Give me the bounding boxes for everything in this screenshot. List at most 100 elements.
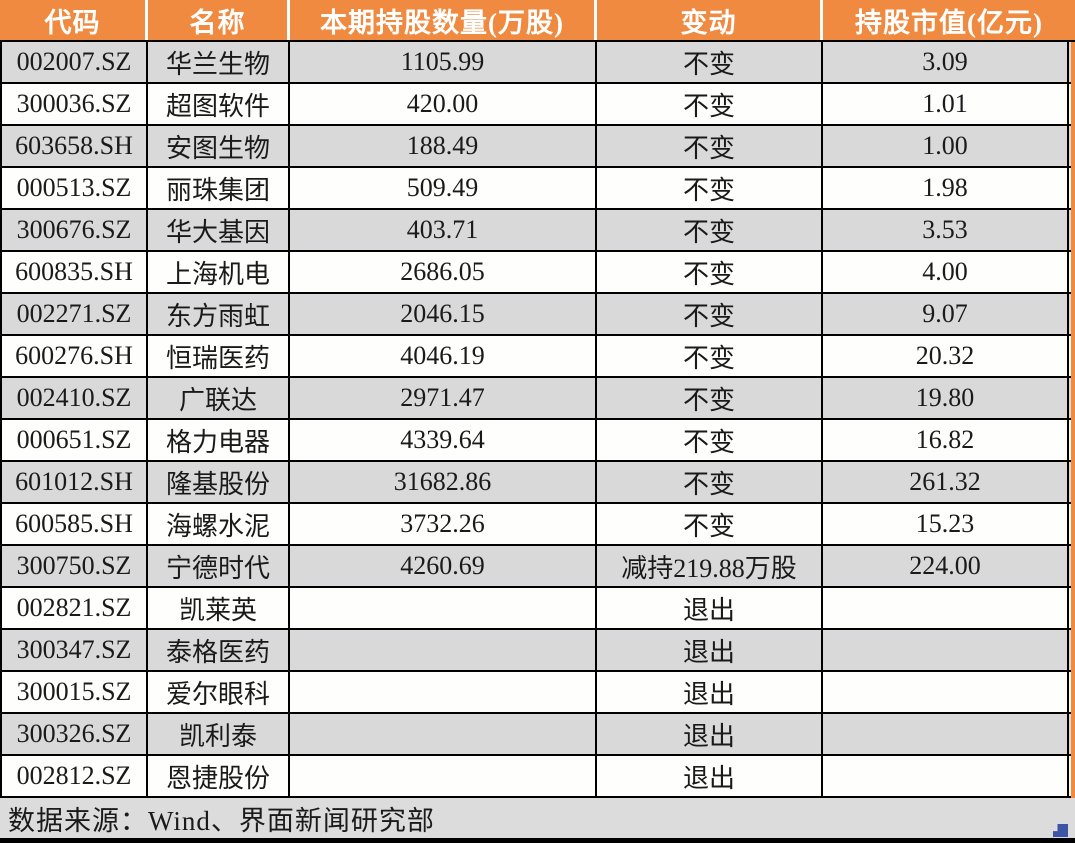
cell-code: 002812.SZ	[2, 756, 148, 796]
cell-code: 300676.SZ	[2, 210, 148, 250]
table-row: 603658.SH 安图生物 188.49 不变 1.00	[2, 126, 1071, 168]
cell-quantity	[290, 672, 597, 712]
cell-market-value	[823, 756, 1069, 796]
cell-code: 601012.SH	[2, 462, 148, 502]
cell-market-value: 15.23	[823, 504, 1069, 544]
cell-quantity: 31682.86	[290, 462, 597, 502]
cell-quantity: 403.71	[290, 210, 597, 250]
cell-change: 不变	[597, 252, 823, 292]
cell-name: 华大基因	[148, 210, 290, 250]
cell-market-value: 1.00	[823, 126, 1069, 166]
cell-change: 退出	[597, 630, 823, 670]
table-row: 002410.SZ 广联达 2971.47 不变 19.80	[2, 378, 1071, 420]
cell-market-value	[823, 672, 1069, 712]
cell-market-value: 9.07	[823, 294, 1069, 334]
cell-market-value: 1.01	[823, 84, 1069, 124]
bottom-border-line	[0, 838, 1075, 843]
cell-code: 002410.SZ	[2, 378, 148, 418]
cell-quantity: 2686.05	[290, 252, 597, 292]
cell-quantity: 420.00	[290, 84, 597, 124]
table-row: 300676.SZ 华大基因 403.71 不变 3.53	[2, 210, 1071, 252]
cell-name: 凯莱英	[148, 588, 290, 628]
cell-quantity: 2971.47	[290, 378, 597, 418]
table-row: 300015.SZ 爱尔眼科 退出	[2, 672, 1071, 714]
cell-code: 603658.SH	[2, 126, 148, 166]
cell-market-value: 1.98	[823, 168, 1069, 208]
cell-market-value: 3.09	[823, 42, 1069, 82]
cell-quantity: 1105.99	[290, 42, 597, 82]
cell-change: 退出	[597, 714, 823, 754]
table-row: 600276.SH 恒瑞医药 4046.19 不变 20.32	[2, 336, 1071, 378]
table-row: 002821.SZ 凯莱英 退出	[2, 588, 1071, 630]
cell-name: 恩捷股份	[148, 756, 290, 796]
cell-code: 002271.SZ	[2, 294, 148, 334]
table-row: 600585.SH 海螺水泥 3732.26 不变 15.23	[2, 504, 1071, 546]
cell-market-value: 19.80	[823, 378, 1069, 418]
cell-code: 300347.SZ	[2, 630, 148, 670]
column-header-code: 代码	[0, 0, 148, 40]
table-row: 300326.SZ 凯利泰 退出	[2, 714, 1071, 756]
column-header-name: 名称	[148, 0, 290, 40]
table-row: 601012.SH 隆基股份 31682.86 不变 261.32	[2, 462, 1071, 504]
cell-quantity: 188.49	[290, 126, 597, 166]
cell-code: 300750.SZ	[2, 546, 148, 586]
cell-name: 爱尔眼科	[148, 672, 290, 712]
cell-code: 000651.SZ	[2, 420, 148, 460]
cell-market-value: 261.32	[823, 462, 1069, 502]
cell-name: 恒瑞医药	[148, 336, 290, 376]
cell-market-value	[823, 630, 1069, 670]
cell-quantity	[290, 630, 597, 670]
cell-name: 华兰生物	[148, 42, 290, 82]
table-row: 300750.SZ 宁德时代 4260.69 减持219.88万股 224.00	[2, 546, 1071, 588]
cell-name: 广联达	[148, 378, 290, 418]
cell-market-value: 4.00	[823, 252, 1069, 292]
cell-code: 600585.SH	[2, 504, 148, 544]
cell-name: 海螺水泥	[148, 504, 290, 544]
cell-quantity: 4260.69	[290, 546, 597, 586]
cell-quantity: 509.49	[290, 168, 597, 208]
cell-market-value: 224.00	[823, 546, 1069, 586]
cell-market-value: 20.32	[823, 336, 1069, 376]
data-source-note: 数据来源：Wind、界面新闻研究部	[0, 798, 1075, 838]
cell-market-value: 3.53	[823, 210, 1069, 250]
cell-code: 300036.SZ	[2, 84, 148, 124]
cell-name: 东方雨虹	[148, 294, 290, 334]
cell-change: 不变	[597, 210, 823, 250]
cell-change: 不变	[597, 462, 823, 502]
cell-change: 退出	[597, 756, 823, 796]
cell-code: 300326.SZ	[2, 714, 148, 754]
cell-code: 300015.SZ	[2, 672, 148, 712]
cell-code: 600276.SH	[2, 336, 148, 376]
cell-change: 退出	[597, 672, 823, 712]
cell-name: 安图生物	[148, 126, 290, 166]
cell-quantity	[290, 756, 597, 796]
cell-code: 002007.SZ	[2, 42, 148, 82]
column-header-change: 变动	[597, 0, 823, 40]
table-row: 000651.SZ 格力电器 4339.64 不变 16.82	[2, 420, 1071, 462]
cell-quantity: 2046.15	[290, 294, 597, 334]
cell-change: 退出	[597, 588, 823, 628]
cell-name: 丽珠集团	[148, 168, 290, 208]
cell-change: 不变	[597, 420, 823, 460]
table-row: 002271.SZ 东方雨虹 2046.15 不变 9.07	[2, 294, 1071, 336]
cell-change: 不变	[597, 504, 823, 544]
cell-quantity	[290, 588, 597, 628]
data-source-text: 数据来源：Wind、界面新闻研究部	[8, 805, 435, 836]
cell-change: 不变	[597, 84, 823, 124]
cell-name: 超图软件	[148, 84, 290, 124]
cell-name: 格力电器	[148, 420, 290, 460]
table-header-row: 代码 名称 本期持股数量(万股) 变动 持股市值(亿元)	[0, 0, 1075, 42]
cell-change: 不变	[597, 42, 823, 82]
table-body: 002007.SZ 华兰生物 1105.99 不变 3.09 300036.SZ 超图软件 4…	[0, 42, 1071, 798]
table-row: 000513.SZ 丽珠集团 509.49 不变 1.98	[2, 168, 1071, 210]
cell-quantity: 3732.26	[290, 504, 597, 544]
cell-code: 002821.SZ	[2, 588, 148, 628]
cell-code: 000513.SZ	[2, 168, 148, 208]
cell-change: 不变	[597, 294, 823, 334]
cell-change: 不变	[597, 378, 823, 418]
table-row: 002812.SZ 恩捷股份 退出	[2, 756, 1071, 798]
cell-quantity	[290, 714, 597, 754]
cell-quantity: 4046.19	[290, 336, 597, 376]
column-header-market-value: 持股市值(亿元)	[855, 7, 1043, 38]
